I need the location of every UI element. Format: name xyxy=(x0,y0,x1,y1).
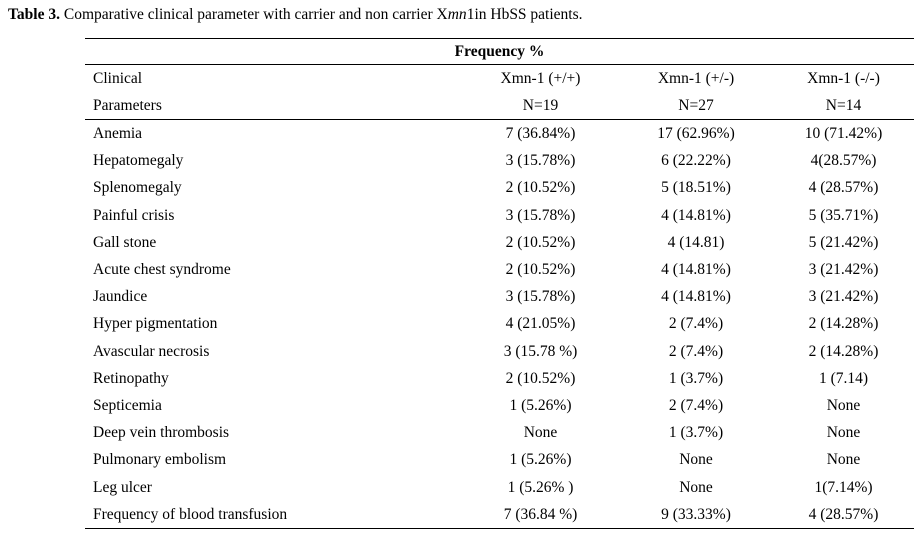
param-cell: Painful crisis xyxy=(93,206,175,224)
value-cell: 3 (15.78 %) xyxy=(503,342,578,360)
value-cell: 1 (5.26% ) xyxy=(507,478,574,496)
sample-size-row: Parameters N=19 N=27 N=14 xyxy=(85,92,915,120)
sample-size-3: N=14 xyxy=(773,92,915,120)
table-row: Splenomegaly 2 (10.52%) 5 (18.51%) 4 (28… xyxy=(85,174,914,201)
table-row: Pulmonary embolism 1 (5.26%) None None xyxy=(85,446,914,473)
value-cell: 3 (21.42%) xyxy=(808,261,879,279)
value-cell: 2 (10.52%) xyxy=(505,369,576,387)
column-header-1: Xmn-1 (+/+) xyxy=(500,70,581,87)
table-row: Painful crisis 3 (15.78%) 4 (14.81%) 5 (… xyxy=(85,202,914,229)
table-row: Frequency of blood transfusion 7 (36.84 … xyxy=(85,500,915,529)
param-cell: Pulmonary embolism xyxy=(93,451,227,469)
value-cell: 1 (3.7%) xyxy=(668,369,724,387)
param-header-line2: Parameters xyxy=(85,92,462,120)
value-cell: None xyxy=(826,451,861,469)
value-cell: 3 (15.78%) xyxy=(505,206,576,224)
column-header-2: Xmn-1 (+/-) xyxy=(657,70,735,87)
value-cell: None xyxy=(679,451,713,469)
table-row: Jaundice 3 (15.78%) 4 (14.81%) 3 (21.42%… xyxy=(85,283,914,310)
value-cell: 1 (3.7%) xyxy=(668,424,724,442)
param-cell: Frequency of blood transfusion xyxy=(85,500,462,529)
value-cell: 7 (36.84%) xyxy=(505,125,576,143)
value-cell: 10 (71.42%) xyxy=(804,125,883,143)
value-cell: 3 (15.78%) xyxy=(505,288,576,306)
value-cell: None xyxy=(679,478,713,496)
value-cell: 5 (18.51%) xyxy=(661,179,731,197)
param-cell: Retinopathy xyxy=(93,369,169,387)
value-cell: 4(28.57%) xyxy=(810,152,877,170)
table-row: Hepatomegaly 3 (15.78%) 6 (22.22%) 4(28.… xyxy=(85,147,914,174)
caption-italic: mn xyxy=(447,6,467,23)
value-cell: 3 (21.42%) xyxy=(808,288,879,306)
param-cell: Acute chest syndrome xyxy=(93,261,231,279)
clinical-parameter-table: Frequency % Clinical Xmn-1 (+/+) Xmn-1 (… xyxy=(85,38,915,529)
value-cell: 1 (5.26%) xyxy=(509,396,572,414)
frequency-table: Frequency % Clinical Xmn-1 (+/+) Xmn-1 (… xyxy=(85,38,915,529)
caption-text-end: 1in HbSS patients. xyxy=(466,6,583,23)
value-cell: 2 (10.52%) xyxy=(505,179,576,197)
table-row: Gall stone 2 (10.52%) 4 (14.81) 5 (21.42… xyxy=(85,229,914,256)
value-cell: 17 (62.96%) xyxy=(657,125,735,143)
value-cell: 9 (33.33%) xyxy=(619,500,773,529)
param-cell: Splenomegaly xyxy=(93,179,182,197)
param-cell: Jaundice xyxy=(93,288,148,306)
table-row: Septicemia 1 (5.26%) 2 (7.4%) None xyxy=(85,392,914,419)
sample-size-2: N=27 xyxy=(619,92,773,120)
sample-size-1: N=19 xyxy=(462,92,619,120)
table-caption: Table 3. Comparative clinical parameter … xyxy=(8,4,583,26)
value-cell: 4 (21.05%) xyxy=(505,315,576,333)
value-cell: 5 (35.71%) xyxy=(808,206,879,224)
value-cell: None xyxy=(826,424,861,442)
param-cell: Deep vein thrombosis xyxy=(93,424,230,442)
value-cell: 2 (7.4%) xyxy=(668,315,724,333)
column-header-3: Xmn-1 (-/-) xyxy=(807,70,880,87)
value-cell: 4 (28.57%) xyxy=(808,179,879,197)
frequency-header: Frequency % xyxy=(85,38,915,65)
value-cell: 3 (15.78%) xyxy=(505,152,576,170)
param-cell: Hyper pigmentation xyxy=(93,315,218,333)
value-cell: 2 (7.4%) xyxy=(668,342,724,360)
param-cell: Anemia xyxy=(93,125,143,143)
table-row: Leg ulcer 1 (5.26% ) None 1(7.14%) xyxy=(85,473,914,500)
table-row: Avascular necrosis 3 (15.78 %) 2 (7.4%) … xyxy=(85,338,914,365)
value-cell: 4 (14.81%) xyxy=(661,288,731,306)
value-cell: None xyxy=(826,396,861,414)
value-cell: 6 (22.22%) xyxy=(661,152,731,170)
value-cell: None xyxy=(523,424,558,442)
value-cell: 4 (14.81%) xyxy=(661,206,731,224)
value-cell: 2 (7.4%) xyxy=(668,396,724,414)
column-header-row: Clinical Xmn-1 (+/+) Xmn-1 (+/-) Xmn-1 (… xyxy=(85,65,914,93)
value-cell: 7 (36.84 %) xyxy=(462,500,619,529)
param-cell: Septicemia xyxy=(93,396,162,414)
table-row: Hyper pigmentation 4 (21.05%) 2 (7.4%) 2… xyxy=(85,310,914,337)
value-cell: 1(7.14%) xyxy=(814,478,873,496)
table-row: Deep vein thrombosis None 1 (3.7%) None xyxy=(85,419,914,446)
table-row: Retinopathy 2 (10.52%) 1 (3.7%) 1 (7.14) xyxy=(85,365,914,392)
value-cell: 2 (14.28%) xyxy=(808,342,879,360)
caption-label: Table 3. xyxy=(8,6,60,23)
value-cell: 2 (10.52%) xyxy=(505,233,576,251)
param-cell: Leg ulcer xyxy=(93,478,152,496)
value-cell: 4 (14.81%) xyxy=(661,261,731,279)
table-row: Acute chest syndrome 2 (10.52%) 4 (14.81… xyxy=(85,256,914,283)
value-cell: 4 (28.57%) xyxy=(773,500,915,529)
value-cell: 1 (7.14) xyxy=(818,369,869,387)
table-row: Anemia 7 (36.84%) 17 (62.96%) 10 (71.42%… xyxy=(85,120,914,148)
param-cell: Gall stone xyxy=(93,233,157,251)
value-cell: 2 (14.28%) xyxy=(808,315,879,333)
group-header-row: Frequency % xyxy=(85,38,915,65)
param-header: Clinical xyxy=(93,70,143,87)
value-cell: 5 (21.42%) xyxy=(808,233,879,251)
caption-text: Comparative clinical parameter with carr… xyxy=(59,6,448,23)
param-cell: Avascular necrosis xyxy=(93,342,210,360)
param-cell: Hepatomegaly xyxy=(93,152,184,170)
value-cell: 4 (14.81) xyxy=(667,233,725,251)
value-cell: 1 (5.26%) xyxy=(509,451,572,469)
value-cell: 2 (10.52%) xyxy=(505,261,576,279)
